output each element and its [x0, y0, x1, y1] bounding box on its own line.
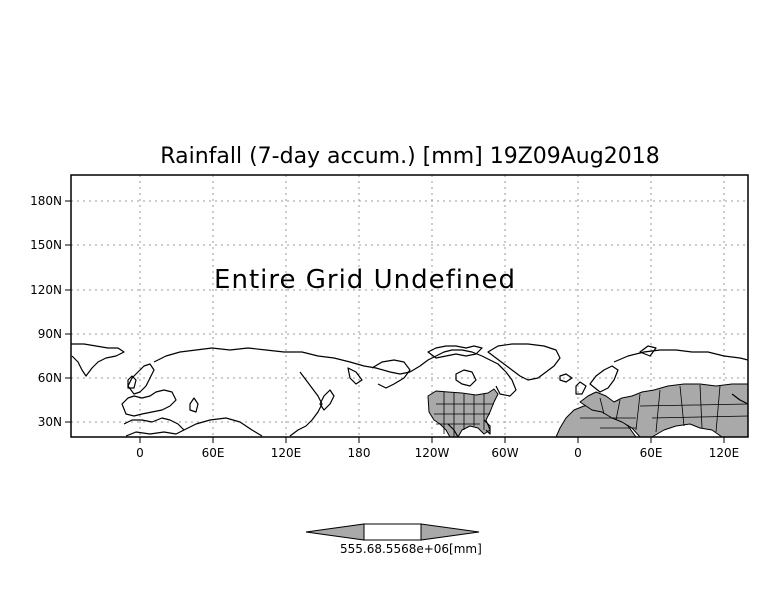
- colorbar: 555.68.5568e+06[mm]: [305, 523, 482, 556]
- map-plot-area: Entire Grid Undefined: [70, 174, 749, 438]
- coast-british-isles-repeat: [575, 381, 587, 395]
- lat-axis: 180N 150N 120N 90N 60N 30N: [30, 194, 71, 429]
- lat-label-120n: 120N: [30, 283, 62, 297]
- coast-hudson-bay: [455, 369, 477, 387]
- colorbar-left-arrow: [305, 523, 365, 541]
- coastlines-east: [575, 345, 749, 405]
- coast-novaya-zemlya-repeat: [639, 345, 657, 357]
- usa-state-borders: [434, 392, 494, 437]
- plot-background: [71, 175, 748, 437]
- lat-label-90n: 90N: [38, 327, 62, 341]
- colorbar-center-box: [363, 523, 422, 541]
- lon-label-60w: 60W: [491, 446, 518, 460]
- colorbar-label: 555.68.5568e+06[mm]: [340, 542, 482, 556]
- coast-mexico: [447, 423, 459, 438]
- coast-greenland-west: [71, 343, 125, 377]
- coast-asia-east-repeat: [731, 393, 749, 405]
- lon-axis: 0 60E 120E 180 120W 60W 0 60E 120E: [136, 437, 739, 460]
- coast-iceland: [559, 373, 573, 383]
- lon-label-60e-repeat: 60E: [640, 446, 663, 460]
- coast-europe: [121, 389, 177, 417]
- coast-russia-arctic-repeat: [613, 349, 749, 363]
- coast-labrador: [495, 363, 517, 397]
- coast-asia-east: [289, 371, 323, 437]
- lat-label-180n: 180N: [30, 194, 62, 208]
- lon-label-180: 180: [348, 446, 371, 460]
- coast-arabia-india: [183, 417, 263, 437]
- coast-canada-arctic: [409, 349, 505, 373]
- coast-mediterranean: [123, 417, 185, 437]
- lon-label-60e: 60E: [202, 446, 225, 460]
- coast-scandinavia-repeat: [589, 365, 619, 393]
- coast-alaska: [371, 359, 411, 389]
- grid-undefined-note: Entire Grid Undefined: [214, 265, 516, 295]
- lat-label-30n: 30N: [38, 415, 62, 429]
- coast-british-isles: [127, 375, 137, 389]
- lon-label-120w: 120W: [415, 446, 450, 460]
- coast-florida: [483, 419, 491, 435]
- lat-label-150n: 150N: [30, 238, 62, 252]
- plot-frame: [70, 174, 749, 438]
- colorbar-right-arrow: [420, 523, 480, 541]
- coast-russia-arctic: [153, 347, 411, 375]
- coast-canada-islands: [427, 345, 483, 359]
- lon-label-0: 0: [136, 446, 144, 460]
- coast-japan: [319, 389, 335, 411]
- lat-label-60n: 60N: [38, 371, 62, 385]
- lon-label-120e-repeat: 120E: [709, 446, 740, 460]
- coast-scandinavia: [127, 363, 155, 395]
- lon-label-120e: 120E: [271, 446, 302, 460]
- coast-greenland-main: [487, 343, 561, 381]
- map-title: Rainfall (7-day accum.) [mm] 19Z09Aug201…: [160, 144, 659, 169]
- eurasia-country-borders: [580, 384, 749, 433]
- coast-kamchatka: [347, 367, 363, 385]
- lon-label-0-repeat: 0: [574, 446, 582, 460]
- coast-caspian: [189, 397, 199, 413]
- coastlines-west: [71, 343, 573, 438]
